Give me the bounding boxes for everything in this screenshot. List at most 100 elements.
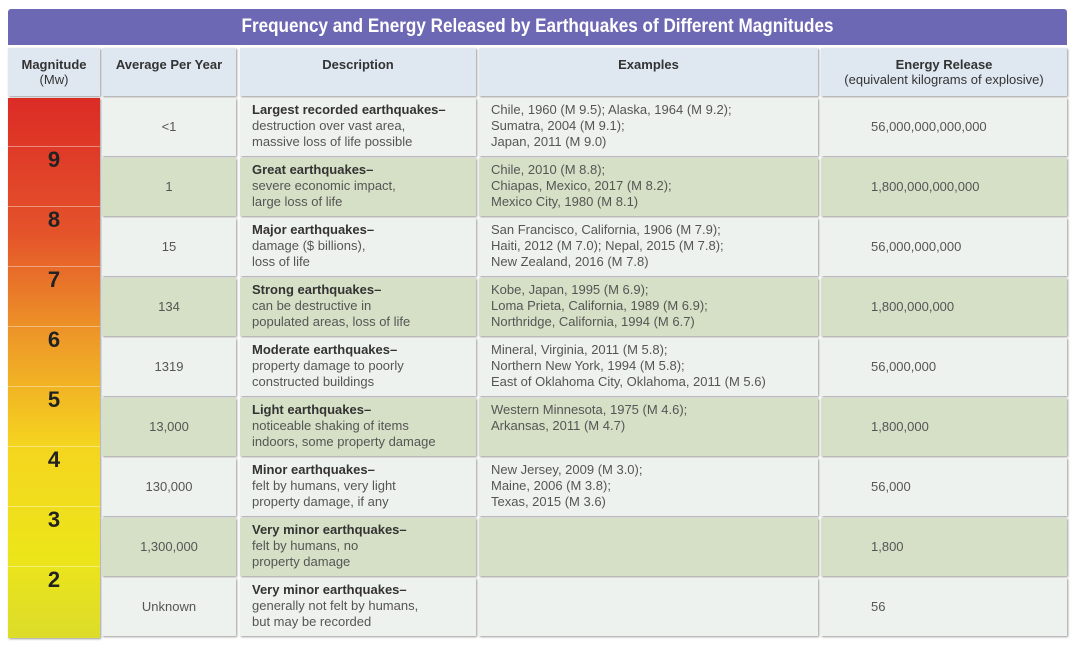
header-magnitude-unit: (Mw) — [39, 72, 69, 87]
avg-per-year: 13,000 — [149, 419, 189, 434]
example-line: Japan, 2011 (M 9.0) — [491, 134, 607, 149]
avg-cell: <1 — [102, 98, 236, 156]
desc-title: Moderate earthquakes– — [252, 342, 398, 357]
magnitude-label: 3 — [8, 506, 100, 533]
desc-line: generally not felt by humans, — [252, 598, 419, 613]
magnitude-label: 7 — [8, 266, 100, 293]
header-avg-label: Average Per Year — [115, 57, 223, 72]
header-magnitude-label: Magnitude — [21, 57, 87, 72]
energy-value: 56,000,000,000 — [871, 239, 962, 254]
avg-cell: 1,300,000 — [102, 518, 236, 576]
example-line: Mineral, Virginia, 2011 (M 5.8); — [491, 342, 668, 357]
example-line: Chiapas, Mexico, 2017 (M 8.2); — [491, 178, 672, 193]
examples-cell: New Jersey, 2009 (M 3.0); Maine, 2006 (M … — [479, 458, 818, 516]
avg-cell: 1319 — [102, 338, 236, 396]
avg-per-year: 134 — [158, 299, 180, 314]
energy-cell: 1,800,000,000,000 — [821, 158, 1067, 216]
desc-title: Great earthquakes– — [252, 162, 374, 177]
header-energy-unit: (equivalent kilograms of explosive) — [844, 72, 1044, 87]
desc-line: severe economic impact, — [252, 178, 396, 193]
desc-line: populated areas, loss of life — [252, 314, 411, 329]
desc-cell: Moderate earthquakes– property damage to … — [240, 338, 476, 396]
example-line: Arkansas, 2011 (M 4.7) — [491, 418, 626, 433]
energy-value: 56,000,000,000,000 — [871, 119, 987, 134]
desc-cell: Very minor earthquakes– generally not fel… — [240, 578, 476, 636]
desc-line: property damage, if any — [252, 494, 389, 509]
example-line: New Zealand, 2016 (M 7.8) — [491, 254, 649, 269]
energy-value: 1,800 — [871, 539, 904, 554]
desc-title: Largest recorded earthquakes– — [252, 102, 446, 117]
energy-cell: 1,800,000 — [821, 398, 1067, 456]
example-line: Maine, 2006 (M 3.8); — [491, 478, 611, 493]
energy-cell: 56,000,000 — [821, 338, 1067, 396]
energy-value: 56,000 — [871, 479, 911, 494]
avg-per-year: <1 — [161, 119, 177, 134]
desc-line: large loss of life — [252, 194, 343, 209]
energy-cell: 56 — [821, 578, 1067, 636]
example-line: New Jersey, 2009 (M 3.0); — [491, 462, 643, 477]
desc-line: property damage — [252, 554, 351, 569]
magnitude-label: 2 — [8, 566, 100, 593]
avg-cell: 15 — [102, 218, 236, 276]
desc-line: loss of life — [252, 254, 310, 269]
desc-line: felt by humans, no — [252, 538, 359, 553]
magnitude-label: 5 — [8, 386, 100, 413]
magnitude-label: 4 — [8, 446, 100, 473]
desc-line: constructed buildings — [252, 374, 375, 389]
desc-cell: Largest recorded earthquakes– destruction… — [240, 98, 476, 156]
example-line: Western Minnesota, 1975 (M 4.6); — [491, 402, 688, 417]
energy-cell: 1,800,000,000 — [821, 278, 1067, 336]
example-line: East of Oklahoma City, Oklahoma, 2011 (M… — [491, 374, 766, 389]
avg-cell: 130,000 — [102, 458, 236, 516]
desc-title: Major earthquakes– — [252, 222, 375, 237]
example-line: Chile, 2010 (M 8.8); — [491, 162, 606, 177]
example-line: Chile, 1960 (M 9.5); Alaska, 1964 (M 9.2… — [491, 102, 732, 117]
header-energy: Energy Release (equivalent kilograms of e… — [821, 48, 1067, 96]
desc-cell: Great earthquakes– severe economic impact… — [240, 158, 476, 216]
avg-per-year: Unknown — [141, 599, 197, 614]
example-line: Northern New York, 1994 (M 5.8); — [491, 358, 685, 373]
avg-cell: Unknown — [102, 578, 236, 636]
examples-cell: Western Minnesota, 1975 (M 4.6); Arkansas… — [479, 398, 818, 456]
avg-cell: 1 — [102, 158, 236, 216]
examples-cell — [479, 578, 818, 636]
header-desc-label: Description — [322, 57, 394, 72]
example-line: Mexico City, 1980 (M 8.1) — [491, 194, 639, 209]
energy-value: 56 — [871, 599, 886, 614]
desc-title: Minor earthquakes– — [252, 462, 375, 477]
example-line: Northridge, California, 1994 (M 6.7) — [491, 314, 695, 329]
avg-cell: 134 — [102, 278, 236, 336]
desc-title: Light earthquakes– — [252, 402, 372, 417]
desc-line: destruction over vast area, — [252, 118, 406, 133]
avg-per-year: 1 — [165, 179, 173, 194]
desc-line: felt by humans, very light — [252, 478, 396, 493]
example-line: Kobe, Japan, 1995 (M 6.9); — [491, 282, 649, 297]
energy-value: 56,000,000 — [871, 359, 937, 374]
desc-cell: Minor earthquakes– felt by humans, very l… — [240, 458, 476, 516]
energy-cell: 56,000,000,000 — [821, 218, 1067, 276]
magnitude-label: 8 — [8, 206, 100, 233]
energy-value: 1,800,000,000,000 — [871, 179, 980, 194]
examples-cell — [479, 518, 818, 576]
desc-line: can be destructive in — [252, 298, 372, 313]
desc-cell: Strong earthquakes– can be destructive in… — [240, 278, 476, 336]
desc-title: Strong earthquakes– — [252, 282, 382, 297]
avg-per-year: 1319 — [154, 359, 184, 374]
desc-line: damage ($ billions), — [252, 238, 366, 253]
magnitude-label: 6 — [8, 326, 100, 353]
avg-per-year: 15 — [161, 239, 177, 254]
energy-value: 1,800,000,000 — [871, 299, 955, 314]
examples-cell: Chile, 2010 (M 8.8); Chiapas, Mexico, 201… — [479, 158, 818, 216]
examples-cell: Kobe, Japan, 1995 (M 6.9); Loma Prieta, C… — [479, 278, 818, 336]
energy-cell: 56,000 — [821, 458, 1067, 516]
desc-title: Very minor earthquakes– — [252, 522, 407, 537]
header-avg: Average Per Year — [102, 48, 236, 96]
avg-cell: 13,000 — [102, 398, 236, 456]
header-desc: Description — [240, 48, 476, 96]
example-line: San Francisco, California, 1906 (M 7.9); — [491, 222, 721, 237]
desc-line: but may be recorded — [252, 614, 372, 629]
table-title: Frequency and Energy Released by Earthqu… — [60, 9, 1015, 45]
header-examples-label: Examples — [618, 57, 679, 72]
desc-cell: Light earthquakes– noticeable shaking of … — [240, 398, 476, 456]
desc-title: Very minor earthquakes– — [252, 582, 407, 597]
